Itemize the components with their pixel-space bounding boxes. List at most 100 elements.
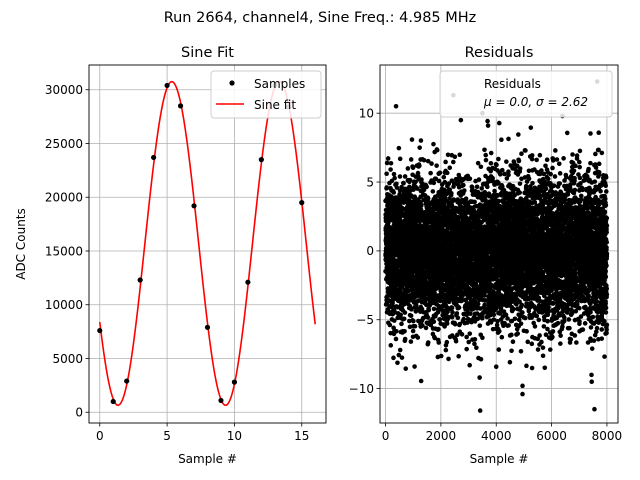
residual-point: [396, 352, 402, 358]
sine-fit-xtick-label: 10: [227, 429, 242, 443]
sample-point: [299, 200, 305, 206]
residual-point: [499, 334, 505, 340]
residual-point: [447, 165, 453, 170]
residual-point: [415, 186, 420, 191]
legend-samples-label: Samples: [254, 77, 305, 91]
sine-fit-ytick-label: 5000: [52, 352, 83, 366]
residual-point: [474, 184, 480, 190]
sample-point: [177, 103, 184, 109]
residual-point: [395, 360, 400, 366]
sine-fit-legend-box: [210, 70, 322, 119]
residual-point: [434, 147, 440, 153]
sample-point: [258, 157, 264, 163]
residual-point: [402, 336, 408, 342]
residual-point: [436, 340, 442, 345]
residual-point: [446, 356, 451, 362]
sample-point: [231, 379, 238, 385]
residual-point: [394, 185, 400, 190]
sample-point: [204, 324, 211, 330]
residual-point: [509, 332, 514, 338]
residual-point: [451, 198, 457, 203]
sine-fit-xlabel: Sample #: [178, 452, 237, 466]
residual-point: [468, 311, 473, 317]
residual-point: [469, 185, 475, 190]
residual-point: [425, 196, 431, 201]
residual-point: [388, 160, 394, 166]
residual-point: [449, 314, 455, 320]
residual-point: [497, 328, 502, 334]
residual-point: [399, 355, 405, 360]
residual-point: [478, 164, 484, 170]
residual-point: [483, 157, 489, 163]
residual-point: [461, 182, 466, 188]
residual-point: [421, 157, 427, 163]
residual-point: [510, 339, 516, 345]
residual-point: [396, 145, 402, 151]
sine-fit-xtick-label: 0: [96, 429, 104, 443]
residual-point: [517, 190, 522, 195]
sine-fit-ytick-label: 0: [75, 406, 83, 420]
residual-point: [407, 177, 413, 183]
residual-point: [413, 179, 418, 185]
residual-point: [507, 359, 513, 365]
sample-point: [245, 279, 251, 285]
residual-point: [444, 339, 450, 345]
sine-fit-ytick-label: 30000: [45, 83, 83, 97]
legend-samples-marker: [229, 80, 235, 86]
residual-point: [391, 171, 397, 177]
residual-point: [518, 348, 524, 354]
residual-point: [391, 318, 397, 323]
residual-point: [434, 163, 439, 168]
sine-fit-title: Sine Fit: [181, 45, 234, 61]
residual-point: [450, 159, 456, 165]
residual-point: [436, 178, 442, 184]
residual-point: [432, 335, 438, 341]
residual-point: [426, 307, 432, 313]
residual-point: [517, 181, 523, 186]
residual-point: [394, 181, 399, 187]
residual-point: [428, 170, 433, 176]
residual-point: [464, 334, 469, 340]
residual-point: [466, 339, 472, 345]
sample-point: [191, 203, 197, 209]
residual-point: [384, 160, 390, 166]
residual-point: [431, 306, 437, 312]
sine-fit-ytick-label: 15000: [45, 244, 83, 258]
residual-point: [452, 321, 458, 327]
residual-point: [506, 323, 511, 328]
residual-point: [455, 315, 461, 320]
residual-point: [482, 147, 487, 153]
residual-point: [408, 157, 414, 162]
residual-point: [431, 319, 437, 325]
residual-point: [516, 158, 522, 164]
residual-point: [437, 298, 443, 304]
residual-point: [384, 171, 389, 177]
residual-point: [446, 181, 452, 186]
residual-point: [461, 316, 466, 322]
residual-point: [417, 163, 422, 169]
residual-point: [509, 348, 514, 354]
sine-fit-ytick-label: 10000: [45, 298, 83, 312]
residual-point: [425, 315, 431, 320]
residual-point: [387, 322, 393, 328]
residual-point: [444, 321, 450, 326]
residual-point: [415, 335, 421, 340]
residual-point: [467, 331, 473, 336]
residual-point: [385, 156, 391, 161]
sample-point: [164, 82, 170, 89]
residual-point: [397, 156, 403, 162]
residual-point: [498, 172, 503, 177]
residual-point: [444, 170, 450, 176]
residual-point: [458, 117, 464, 123]
residual-point: [478, 356, 484, 362]
sample-point: [110, 398, 116, 405]
residual-point: [436, 326, 441, 332]
residual-point: [472, 337, 478, 342]
residual-point: [402, 328, 407, 334]
residual-point: [476, 177, 482, 182]
residual-point: [496, 120, 502, 126]
residual-point: [391, 355, 396, 361]
residual-point: [504, 159, 509, 164]
sample-point: [218, 397, 224, 404]
